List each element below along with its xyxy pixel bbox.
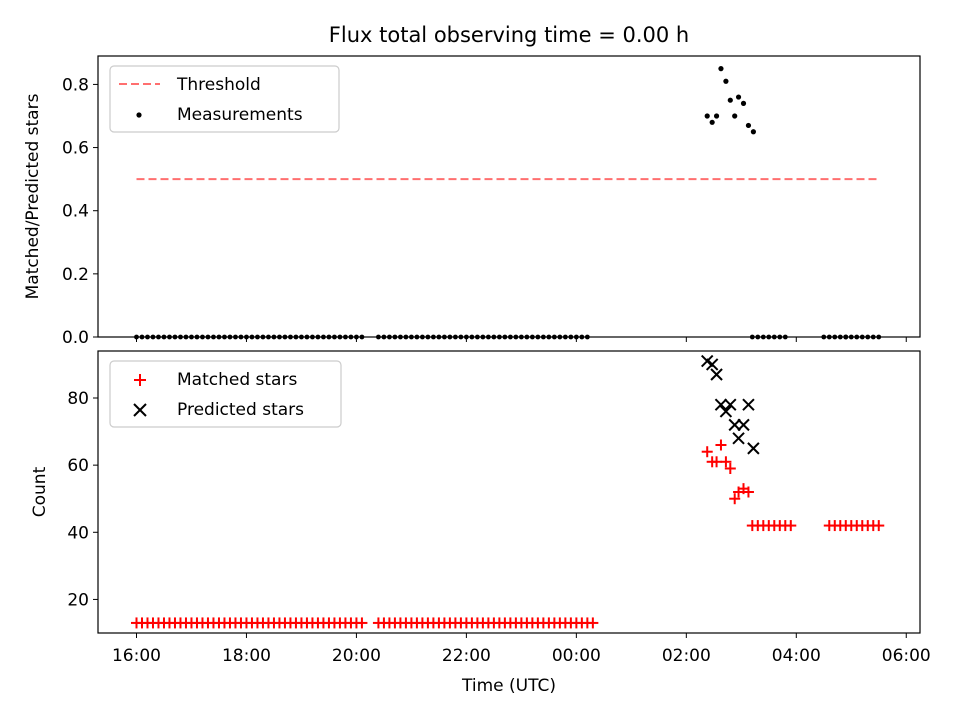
legend-predicted-swatch	[133, 403, 147, 417]
measurement-point	[735, 94, 742, 100]
measurement-point	[727, 97, 733, 103]
measurement-point	[732, 113, 738, 119]
top-y-tick-label: 0.6	[62, 139, 89, 159]
measurement-point	[745, 122, 752, 129]
measurement-point	[709, 119, 715, 125]
x-tick-label: 18:00	[222, 646, 271, 666]
legend-predicted-label: Predicted stars	[177, 400, 304, 420]
legend-matched-swatch	[134, 374, 146, 386]
matched-point	[356, 617, 368, 629]
measurement-point	[750, 129, 757, 135]
bottom-y-tick-label: 20	[67, 590, 89, 610]
x-tick-label: 16:00	[112, 646, 161, 666]
legend-measurements-label: Measurements	[177, 105, 303, 125]
legend-threshold-label: Threshold	[176, 75, 261, 95]
count-panel: 16:00 18:00 20:00 22:00 00:00 02:00 04:00 06:00…	[30, 350, 931, 666]
x-tick-label: 00:00	[552, 646, 601, 666]
measurement-point	[704, 113, 710, 119]
predicted-point	[737, 418, 750, 432]
matched-point	[701, 446, 713, 458]
ratio-panel: 0.0 0.2 0.4 0.6 0.8 Matched/Predicted stars	[23, 55, 921, 348]
predicted-point	[710, 368, 723, 381]
top-y-tick-label: 0.8	[62, 75, 89, 95]
x-tick-label: 06:00	[882, 646, 931, 666]
x-tick-label: 20:00	[332, 646, 381, 666]
bottom-y-axis-label: Count	[30, 466, 50, 517]
bottom-legend: Matched stars Predicted stars	[109, 360, 342, 428]
matched-point	[587, 617, 599, 629]
bottom-y-tick-label: 60	[67, 456, 89, 476]
predicted-point	[724, 398, 737, 411]
top-y-tick-label: 0.2	[62, 265, 89, 285]
measurement-point	[718, 66, 724, 72]
x-axis-label: Time (UTC)	[461, 676, 556, 696]
legend-measurements-swatch	[136, 112, 142, 118]
top-y-tick-label: 0.4	[62, 202, 89, 222]
predicted-point	[728, 418, 741, 432]
predicted-point	[747, 442, 760, 455]
top-legend: Threshold Measurements	[109, 65, 340, 133]
matched-point	[785, 520, 797, 532]
matched-point	[729, 493, 741, 505]
top-y-axis-label: Matched/Predicted stars	[23, 93, 43, 299]
predicted-point	[742, 398, 755, 411]
bottom-legend-box	[109, 360, 342, 428]
matched-point	[720, 456, 732, 468]
legend-matched-label: Matched stars	[177, 370, 297, 390]
bottom-y-tick-label: 80	[67, 389, 89, 409]
bottom-y-tick-label: 40	[67, 523, 89, 543]
predicted-point	[705, 358, 719, 371]
top-axes-frame	[97, 55, 921, 338]
top-legend-box	[109, 65, 340, 133]
predicted-point	[732, 432, 745, 445]
top-y-tick-label: 0.0	[62, 328, 89, 348]
chart-title: Flux total observing time = 0.00 h	[329, 23, 689, 47]
bottom-axes-frame	[97, 350, 921, 634]
matched-point	[724, 463, 736, 474]
matched-point	[711, 456, 723, 468]
x-tick-label: 22:00	[442, 646, 491, 666]
measurement-point	[723, 78, 729, 84]
bottom-plot-layer: 16:00 18:00 20:00 22:00 00:00 02:00 04:00 06:00…	[67, 354, 931, 666]
matched-point	[742, 486, 754, 498]
x-tick-label: 02:00	[662, 646, 711, 666]
predicted-point	[714, 398, 728, 411]
matched-point	[715, 439, 727, 451]
measurement-point	[740, 100, 747, 106]
x-tick-label: 04:00	[772, 646, 821, 666]
predicted-point	[719, 405, 733, 418]
matched-point	[873, 520, 885, 532]
measurement-point	[713, 113, 720, 119]
